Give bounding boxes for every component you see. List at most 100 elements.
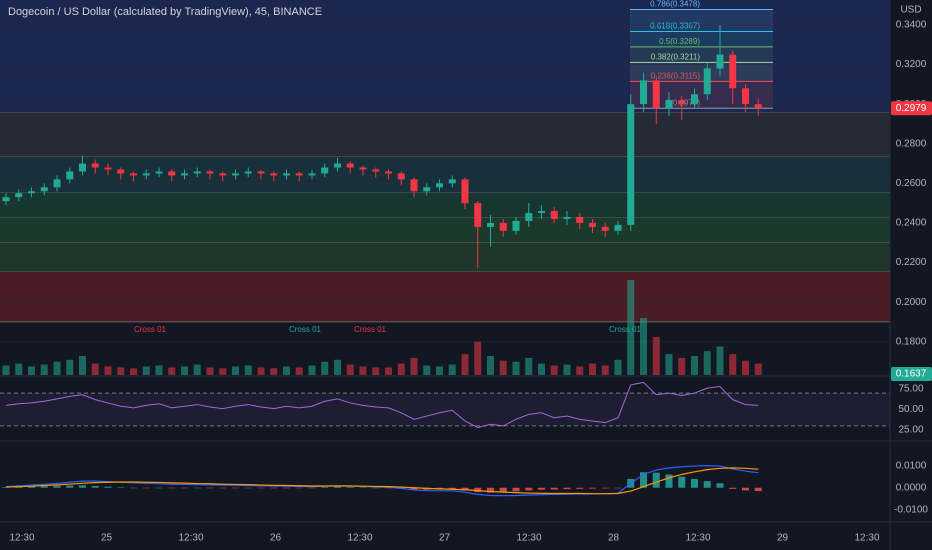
y-tick-label: 0.0100 — [896, 460, 927, 471]
volume-bar — [334, 359, 341, 375]
macd-histogram-bar — [308, 487, 316, 489]
macd-histogram-bar — [28, 486, 35, 488]
candle-body — [28, 191, 35, 194]
candle-body — [372, 169, 380, 172]
candle-body — [79, 163, 86, 172]
volume-bar — [461, 354, 469, 375]
candle-body — [257, 171, 265, 174]
candle-body — [614, 224, 622, 231]
volume-bar — [2, 365, 10, 375]
fib-zone — [0, 217, 890, 243]
macd-histogram-bar — [117, 487, 125, 488]
volume-bar — [155, 365, 163, 375]
x-tick-label: 12:30 — [9, 533, 34, 544]
volume-bar — [525, 357, 533, 375]
volume-bar — [614, 359, 622, 375]
price-tag — [891, 366, 932, 381]
fib-zone — [0, 112, 890, 157]
currency-label: USD — [900, 5, 921, 16]
x-tick-label: 12:30 — [854, 533, 879, 544]
volume-bar — [550, 365, 558, 375]
fib-tool-label: 0.236(0.3115) — [651, 71, 701, 80]
macd-histogram-bar — [550, 487, 558, 490]
candle-body — [104, 167, 112, 170]
volume-bar — [397, 363, 405, 375]
candle-body — [601, 226, 609, 231]
candle-body — [53, 179, 61, 188]
macd-histogram-bar — [244, 487, 252, 489]
macd-histogram-bar — [193, 487, 201, 489]
macd-histogram-bar — [601, 487, 609, 489]
macd-histogram-bar — [2, 487, 10, 488]
y-tick-label: 0.2800 — [896, 138, 927, 149]
macd-histogram-bar — [270, 487, 278, 489]
annotation: Cross 01 — [289, 325, 322, 334]
macd-histogram-bar — [410, 487, 418, 490]
volume-bar — [538, 363, 545, 375]
candle-body — [716, 54, 724, 69]
candle-body — [359, 167, 367, 170]
candle-body — [550, 211, 558, 219]
y-tick-label: 0.2600 — [896, 178, 927, 189]
x-tick-label: 28 — [608, 533, 620, 544]
macd-histogram-bar — [321, 487, 329, 488]
candle-body — [295, 173, 303, 176]
volume-bar — [130, 368, 137, 375]
volume-bar — [79, 356, 86, 375]
candle-body — [244, 171, 252, 174]
macd-histogram-bar — [91, 485, 99, 488]
macd-histogram-bar — [346, 487, 354, 488]
fib-tool-label: 0.786(0.3478) — [650, 0, 700, 9]
candle-body — [538, 211, 545, 214]
macd-histogram-bar — [142, 487, 150, 489]
candle-body — [563, 216, 571, 219]
y-tick-label: 0.1800 — [896, 336, 927, 347]
volume-bar — [359, 366, 367, 375]
volume-bar — [665, 354, 673, 375]
volume-bar — [576, 366, 584, 375]
y-tick-label: 0.2000 — [896, 297, 927, 308]
volume-bar — [232, 366, 239, 375]
volume-bar — [563, 364, 571, 375]
macd-histogram-bar — [448, 487, 456, 490]
macd-histogram-bar — [385, 487, 392, 489]
volume-bar — [117, 367, 125, 375]
y-tick-label: 0.2200 — [896, 257, 927, 268]
x-tick-label: 12:30 — [516, 533, 541, 544]
signal-line — [5, 467, 759, 495]
fib-tool-band — [630, 31, 773, 47]
macd-histogram-bar — [168, 487, 176, 489]
fib-tool-label: 0.618(0.3367) — [650, 22, 700, 31]
volume-bar — [66, 359, 74, 375]
x-tick-label: 12:30 — [178, 533, 203, 544]
macd-histogram-bar — [640, 472, 647, 488]
candle-body — [742, 88, 749, 105]
volume-bar — [487, 356, 494, 375]
candle-body — [729, 54, 737, 89]
candle-body — [91, 163, 99, 168]
y-tick-label: 25.00 — [898, 425, 923, 436]
candle-body — [423, 187, 431, 192]
candle-body — [193, 171, 201, 174]
candle-body — [652, 80, 660, 109]
volume-bar — [754, 363, 762, 375]
y-tick-label: 0.3200 — [896, 59, 927, 70]
macd-histogram-bar — [652, 472, 660, 488]
fib-zone — [0, 0, 890, 113]
volume-bar — [652, 337, 660, 375]
volume-bar — [28, 366, 35, 375]
macd-histogram-bar — [181, 487, 188, 489]
candle-body — [321, 167, 329, 174]
fib-tool-label: 0.5(0.3289) — [659, 37, 700, 46]
candle-body — [66, 171, 74, 180]
macd-histogram-bar — [79, 485, 86, 488]
macd-histogram-bar — [691, 478, 698, 488]
macd-histogram-bar — [487, 487, 494, 493]
y-tick-label: 50.00 — [898, 404, 923, 415]
macd-histogram-bar — [678, 476, 686, 488]
fib-tool-band — [630, 46, 773, 63]
candle-body — [665, 100, 673, 109]
candle-body — [678, 100, 686, 105]
macd-histogram-bar — [104, 486, 112, 488]
